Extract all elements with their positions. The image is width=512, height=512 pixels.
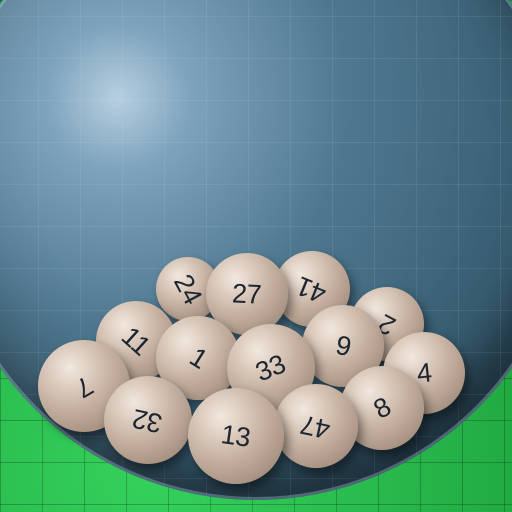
ball-number: 47 — [298, 408, 334, 445]
ball-number: 8 — [368, 390, 396, 425]
ball-number: 32 — [130, 402, 166, 439]
ball-number: 11 — [116, 320, 157, 361]
lottery-ball-47[interactable]: 47 — [274, 384, 358, 468]
ball-number: 9 — [332, 329, 354, 362]
ball-number: 1 — [184, 341, 213, 375]
lottery-ball-13[interactable]: 13 — [188, 388, 284, 484]
ball-number: 33 — [251, 348, 290, 387]
ball-number: 7 — [70, 369, 99, 404]
ball-number: 13 — [219, 418, 253, 453]
ball-number: 41 — [292, 270, 331, 309]
ball-number: 24 — [168, 268, 209, 309]
ball-number: 27 — [231, 277, 263, 310]
ball-number: 4 — [415, 356, 433, 389]
lottery-ball-32[interactable]: 32 — [104, 376, 192, 464]
